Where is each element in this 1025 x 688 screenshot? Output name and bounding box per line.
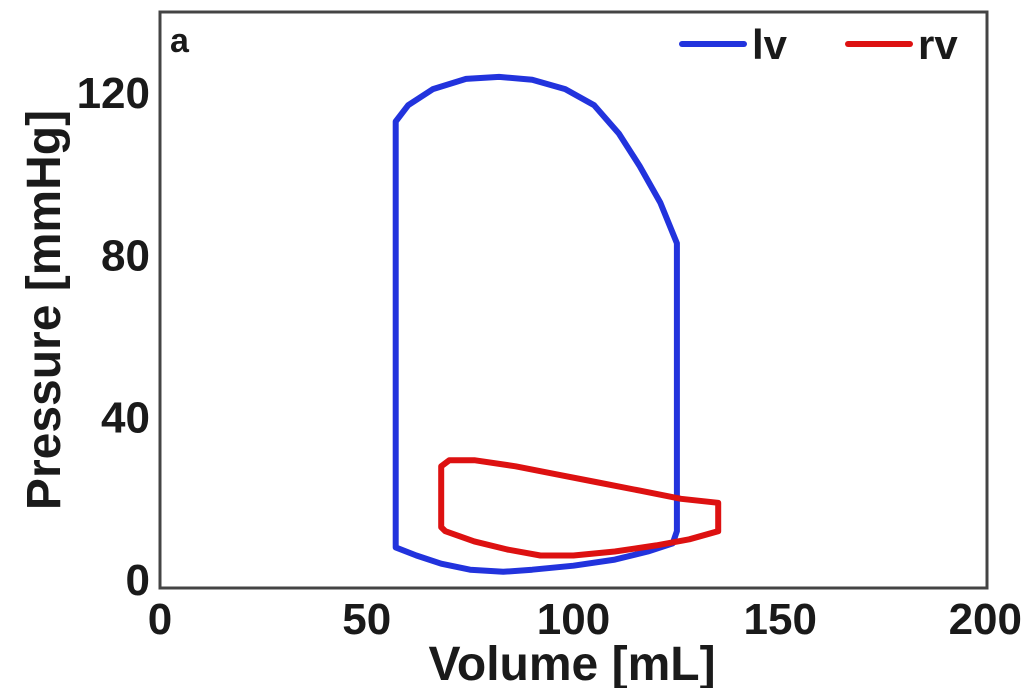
legend: lv rv [679,21,958,68]
x-tick-label: 50 [342,595,391,644]
x-tick-label: 0 [148,595,172,644]
y-tick-label: 40 [101,394,150,443]
x-tick-label: 150 [744,595,817,644]
legend-label-lv: lv [752,21,788,68]
y-axis-ticks: 0 40 80 120 [77,69,150,605]
x-tick-label: 100 [537,595,610,644]
x-axis-ticks: 0 50 100 150 200 [148,595,1022,644]
panel-label: a [170,22,190,60]
x-axis-title: Volume [mL] [428,638,715,688]
y-tick-label: 80 [101,231,150,280]
legend-label-rv: rv [918,21,958,68]
y-axis-title: Pressure [mmHg] [18,110,71,510]
series-line-lv [392,73,680,575]
x-tick-label: 200 [949,595,1022,644]
plot-frame [158,10,989,590]
y-tick-label: 0 [126,556,150,605]
series-layer [392,73,722,575]
y-tick-label: 120 [77,69,150,118]
series-line-rv [438,457,722,559]
